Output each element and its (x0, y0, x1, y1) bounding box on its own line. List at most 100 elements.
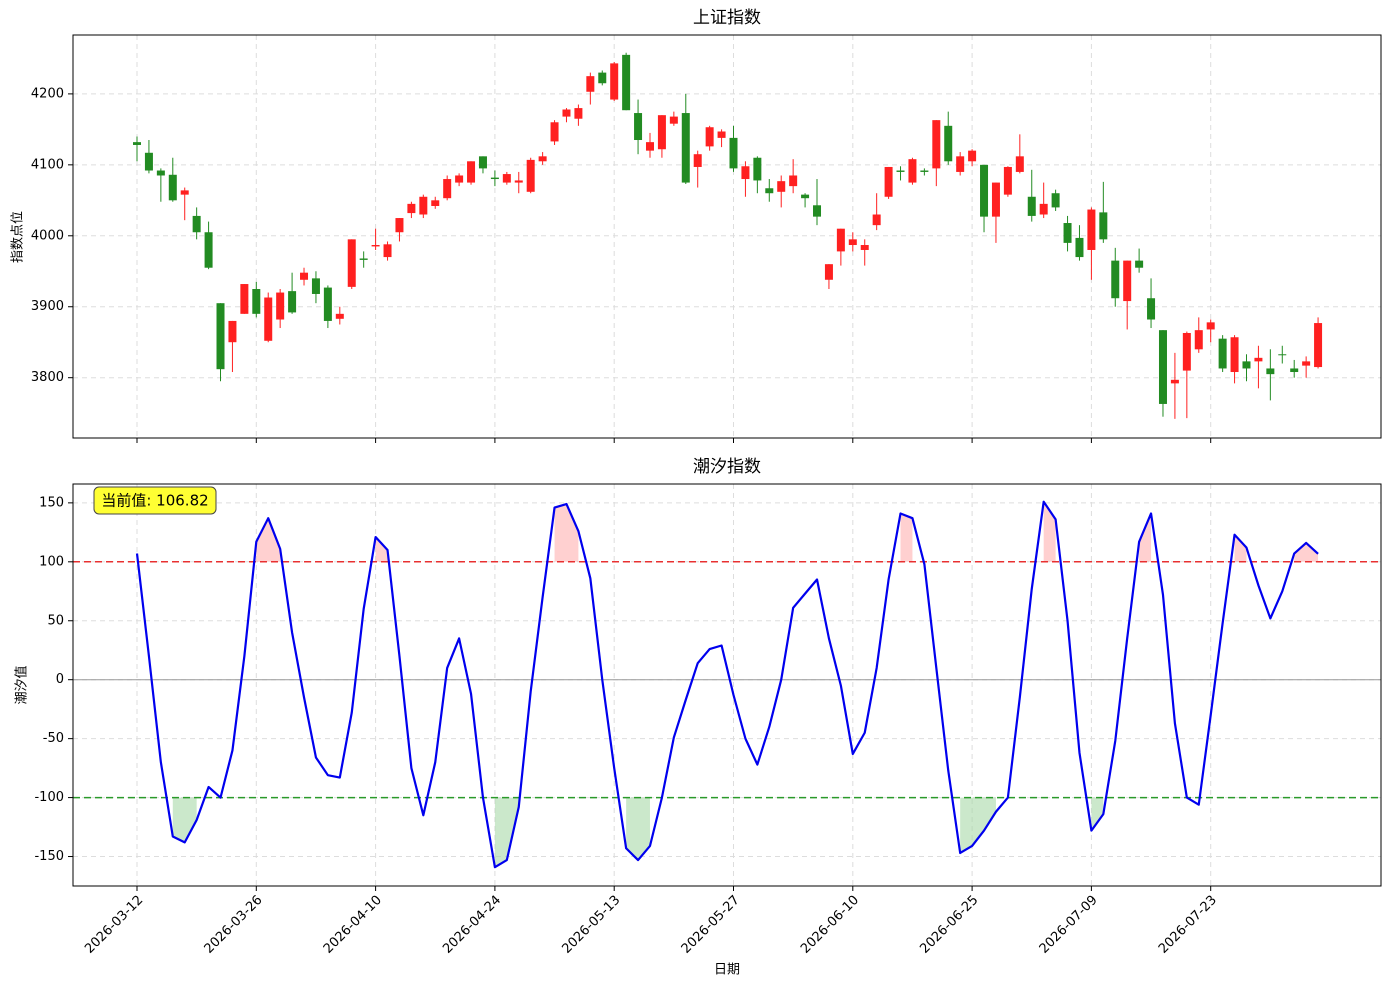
candle-body (908, 159, 917, 183)
candle-body (729, 137, 738, 169)
candle-body (180, 190, 189, 195)
candle-body (765, 188, 774, 194)
bottom-ylabel: 潮汐值 (14, 665, 30, 704)
candle-body (1147, 298, 1156, 320)
candle-body (836, 228, 845, 252)
threshold-fill (1091, 797, 1104, 831)
candle-body (645, 142, 654, 151)
y-tick-label: -100 (34, 790, 64, 805)
threshold-fill (626, 797, 650, 861)
candle-body (705, 127, 714, 147)
candle-body (1027, 196, 1036, 216)
candle-body (1170, 379, 1179, 384)
candle-body (610, 63, 619, 100)
candle-body (1063, 223, 1072, 243)
candle-body (300, 272, 309, 280)
y-tick-label: 100 (39, 554, 64, 569)
candle-body (1254, 357, 1263, 362)
threshold-fill (960, 797, 996, 853)
candle-body (813, 205, 822, 217)
candle-body (574, 108, 583, 119)
y-tick-label: 50 (47, 613, 64, 628)
candle-body (884, 166, 893, 197)
candle-body (586, 76, 595, 92)
candle-body (562, 109, 571, 117)
candle-body (956, 156, 965, 172)
candle-body (1003, 166, 1012, 195)
threshold-fill (494, 797, 519, 868)
candle-body (1135, 260, 1144, 268)
candle-body (753, 157, 762, 181)
candle-body (383, 244, 392, 258)
candle-body (1075, 237, 1084, 258)
candle-body (920, 170, 929, 172)
candle-body (1087, 209, 1096, 250)
candle-body (526, 159, 535, 192)
candle-body (634, 113, 643, 141)
axes-frame (72, 34, 1382, 439)
candle-body (777, 181, 786, 192)
y-tick-label: 4200 (31, 86, 64, 101)
candle-body (133, 142, 141, 145)
candle-body (419, 196, 428, 215)
candle-body (144, 152, 153, 171)
candle-body (192, 215, 201, 233)
candle-body (264, 297, 273, 341)
y-tick-label: 3900 (31, 299, 64, 314)
candle-body (538, 156, 547, 162)
y-tick-label: 4000 (31, 228, 64, 243)
bottom-title: 潮汐指数 (693, 457, 761, 477)
x-tick-label: 2026-04-10 (321, 893, 385, 957)
top-ylabel: 指数点位 (11, 211, 26, 263)
candle-body (455, 175, 464, 183)
x-tick-label: 2026-07-09 (1037, 893, 1101, 957)
candle-body (550, 122, 559, 142)
candle-body (872, 214, 881, 226)
candle-body (311, 278, 320, 294)
candle-body (657, 115, 666, 150)
candle-body (1302, 361, 1311, 366)
candle-body (896, 170, 905, 172)
x-tick-label: 2026-06-10 (798, 893, 862, 957)
candle-body (335, 313, 344, 319)
candle-body (1290, 368, 1299, 373)
candle-body (1218, 338, 1227, 369)
candle-body (228, 320, 237, 343)
x-tick-label: 2026-05-13 (559, 893, 623, 957)
threshold-fill (256, 518, 281, 562)
candle-body (932, 120, 941, 169)
candle-body (1266, 368, 1275, 375)
candle-body (968, 150, 977, 162)
y-tick-label: 150 (39, 495, 64, 510)
candle-body (1158, 330, 1167, 404)
x-tick-label: 2026-06-25 (917, 893, 981, 957)
candle-body (693, 154, 702, 167)
candle-body (622, 54, 631, 111)
candle-body (371, 245, 380, 247)
candle-body (1242, 361, 1251, 369)
threshold-fill (1294, 542, 1319, 562)
candle-body (323, 287, 332, 321)
threshold-fill (1139, 513, 1152, 562)
candle-body (359, 258, 368, 260)
x-tick-label: 2026-03-12 (82, 893, 146, 957)
x-tick-label: 2026-04-24 (440, 893, 504, 957)
candle-body (431, 200, 440, 206)
candle-body (156, 170, 165, 176)
candle-body (347, 239, 356, 287)
candle-body (204, 232, 213, 268)
candle-body (860, 245, 869, 250)
y-tick-label: -50 (43, 731, 64, 746)
candle-body (669, 116, 678, 124)
candle-body (1230, 337, 1239, 373)
candle-body (1182, 332, 1191, 371)
y-tick-label: 4100 (31, 157, 64, 172)
candle-body (717, 131, 726, 138)
candle-body (741, 166, 750, 180)
candle-body (1111, 260, 1120, 299)
candle-body (216, 303, 225, 370)
candle-body (502, 174, 511, 183)
candle-body (1278, 354, 1287, 356)
candle-body (1194, 330, 1203, 350)
